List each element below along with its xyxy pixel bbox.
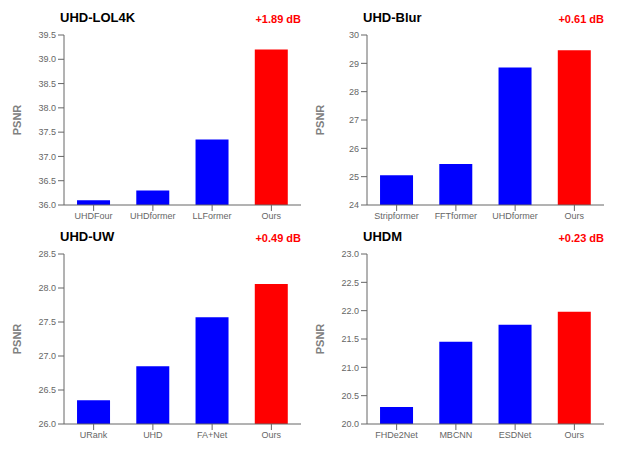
html-text:UHD-UW: UHD-UW [60,229,115,244]
html-text:+0.49 dB: +0.49 dB [255,231,301,244]
svg-text:28.0: 28.0 [38,283,56,293]
html-text:UHD-Blur: UHD-Blur [363,10,422,25]
svg-text:24: 24 [349,200,359,210]
svg-text:Ours: Ours [565,430,585,440]
svg-text:LLFormer: LLFormer [193,211,232,221]
svg-text:39.5: 39.5 [38,30,56,40]
html-text:+0.61 dB: +0.61 dB [558,12,604,25]
svg-text:27.5: 27.5 [38,317,56,327]
svg-text:FA+Net: FA+Net [197,430,228,440]
html-text:+1.89 dB: +1.89 dB [255,12,301,25]
svg-text:Stripformer: Stripformer [374,211,419,221]
svg-text:FHDe2Net: FHDe2Net [375,430,418,440]
svg-text:FFTformer: FFTformer [435,211,478,221]
svg-text:23.0: 23.0 [341,249,359,259]
svg-text:38.5: 38.5 [38,79,56,89]
svg-text:MBCNN: MBCNN [439,430,472,440]
html-text:UHD-LOL4K: UHD-LOL4K [60,10,136,25]
svg-text:UHDFour: UHDFour [75,211,113,221]
svg-text:26: 26 [349,144,359,154]
svg-text:PSNR: PSNR [314,105,326,136]
svg-text:20.0: 20.0 [341,419,359,429]
svg-text:36.5: 36.5 [38,176,56,186]
svg-text:39.0: 39.0 [38,54,56,64]
svg-text:26.0: 26.0 [38,419,56,429]
svg-text:28.5: 28.5 [38,249,56,259]
svg-text:UHDformer: UHDformer [492,211,538,221]
svg-text:30: 30 [349,30,359,40]
svg-text:Ours: Ours [565,211,585,221]
svg-text:27.0: 27.0 [38,351,56,361]
svg-text:UHDformer: UHDformer [130,211,176,221]
svg-text:21.0: 21.0 [341,363,359,373]
svg-text:22.0: 22.0 [341,306,359,316]
svg-text:27: 27 [349,115,359,125]
svg-text:37.0: 37.0 [38,152,56,162]
svg-text:PSNR: PSNR [11,105,23,136]
html-text:+0.23 dB: +0.23 dB [558,231,604,244]
svg-text:ESDNet: ESDNet [499,430,532,440]
svg-text:PSNR: PSNR [11,324,23,355]
svg-text:25: 25 [349,172,359,182]
svg-text:UHD: UHD [143,430,163,440]
svg-text:38.0: 38.0 [38,103,56,113]
svg-text:PSNR: PSNR [314,324,326,355]
html-text:UHDM: UHDM [363,229,402,244]
svg-text:36.0: 36.0 [38,200,56,210]
svg-text:Ours: Ours [262,211,282,221]
svg-text:37.5: 37.5 [38,127,56,137]
svg-text:26.5: 26.5 [38,385,56,395]
svg-text:URank: URank [80,430,108,440]
svg-text:29: 29 [349,59,359,69]
svg-text:28: 28 [349,87,359,97]
svg-text:22.5: 22.5 [341,278,359,288]
svg-text:21.5: 21.5 [341,334,359,344]
svg-text:Ours: Ours [262,430,282,440]
svg-text:20.5: 20.5 [341,391,359,401]
